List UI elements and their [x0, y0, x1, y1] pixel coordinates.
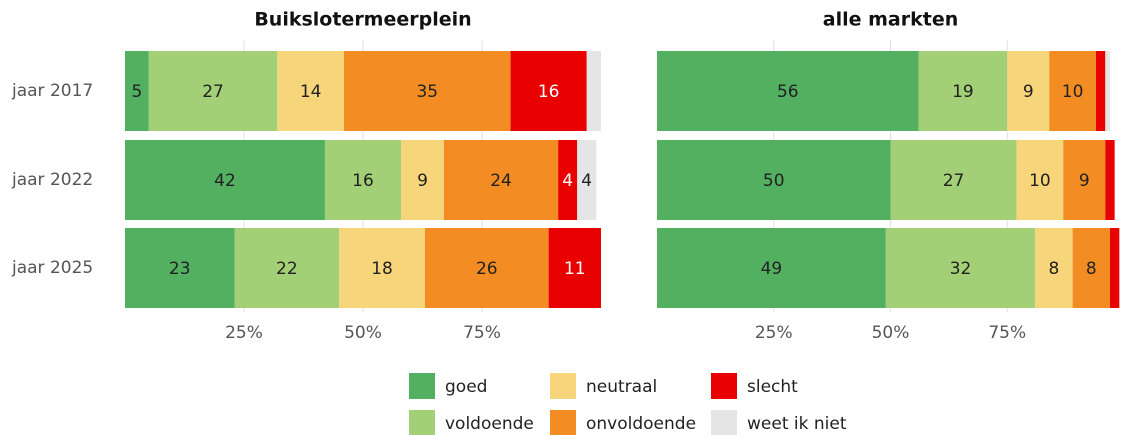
data-label: 24: [490, 171, 512, 191]
data-label: 22: [276, 259, 298, 279]
legend-swatch: [550, 373, 576, 399]
bar-segment: [1105, 140, 1115, 220]
data-label: 5: [131, 82, 142, 102]
bar-segment: [234, 228, 340, 308]
data-label: 4: [562, 171, 573, 191]
x-tick-label: 75%: [463, 323, 501, 343]
bar-segment: [1095, 51, 1106, 131]
data-label: 9: [1023, 82, 1034, 102]
bar-segment: [339, 228, 425, 308]
legend-swatch: [711, 410, 737, 435]
data-label: 9: [417, 171, 428, 191]
data-label: 16: [538, 82, 560, 102]
bar-segment: [1063, 140, 1106, 220]
x-tick-label: 25%: [755, 323, 793, 343]
data-label: 10: [1029, 171, 1051, 191]
bar-segment: [125, 51, 149, 131]
legend-label: neutraal: [586, 377, 657, 397]
bar-segment: [918, 51, 1008, 131]
bar-segment: [586, 51, 601, 131]
y-tick-label: jaar 2022: [11, 170, 93, 190]
bar-segment: [324, 140, 402, 220]
data-label: 9: [1079, 171, 1090, 191]
bar-segment: [548, 228, 601, 308]
bar-segment: [577, 140, 597, 220]
x-tick-label: 50%: [344, 323, 382, 343]
bar-segment: [424, 228, 549, 308]
bar-segment: [1035, 228, 1073, 308]
data-label: 18: [371, 259, 393, 279]
panel-title: Buikslotermeerplein: [254, 9, 471, 31]
data-label: 42: [214, 171, 236, 191]
y-tick-label: jaar 2025: [11, 258, 93, 278]
bar-segment: [890, 140, 1017, 220]
legend-label: weet ik niet: [747, 414, 847, 434]
data-label: 8: [1086, 259, 1097, 279]
data-label: 14: [300, 82, 322, 102]
bar-segment: [125, 140, 325, 220]
data-label: 32: [950, 259, 972, 279]
x-tick-label: 25%: [225, 323, 263, 343]
bar-segment: [1109, 228, 1120, 308]
bar-segment: [343, 51, 511, 131]
data-label: 27: [943, 171, 965, 191]
panel-title: alle markten: [823, 9, 958, 31]
bar-segment: [1072, 228, 1110, 308]
data-label: 4: [581, 171, 592, 191]
bar-segment: [657, 51, 919, 131]
legend-swatch: [711, 373, 737, 399]
data-label: 27: [202, 82, 224, 102]
bar-segment: [657, 140, 891, 220]
data-label: 11: [564, 259, 586, 279]
bar-segment: [1049, 51, 1096, 131]
data-label: 16: [352, 171, 374, 191]
x-tick-label: 75%: [988, 323, 1026, 343]
legend-swatch: [409, 410, 435, 435]
bar-segment: [510, 51, 587, 131]
data-label: 35: [416, 82, 438, 102]
bar-segment: [148, 51, 278, 131]
data-label: 49: [761, 259, 783, 279]
data-label: 26: [476, 259, 498, 279]
legend-label: goed: [445, 377, 487, 397]
bar-segment: [1016, 140, 1064, 220]
data-label: 19: [952, 82, 974, 102]
legend-label: slecht: [747, 377, 798, 397]
legend-label: onvoldoende: [586, 414, 696, 434]
data-label: 8: [1049, 259, 1060, 279]
bar-segment: [558, 140, 578, 220]
y-tick-label: jaar 2017: [11, 81, 93, 101]
data-label: 23: [169, 259, 191, 279]
bar-segment: [657, 228, 886, 308]
bar-segment: [125, 228, 235, 308]
bar-segment: [401, 140, 444, 220]
legend-swatch: [409, 373, 435, 399]
x-tick-label: 50%: [872, 323, 910, 343]
bar-segment: [885, 228, 1036, 308]
bar-segment: [443, 140, 559, 220]
data-label: 56: [777, 82, 799, 102]
bar-segment: [1105, 51, 1110, 131]
data-label: 10: [1062, 82, 1084, 102]
data-label: 50: [763, 171, 785, 191]
legend-label: voldoende: [445, 414, 534, 434]
bar-segment: [1007, 51, 1050, 131]
bar-segment: [277, 51, 344, 131]
legend-swatch: [550, 410, 576, 435]
